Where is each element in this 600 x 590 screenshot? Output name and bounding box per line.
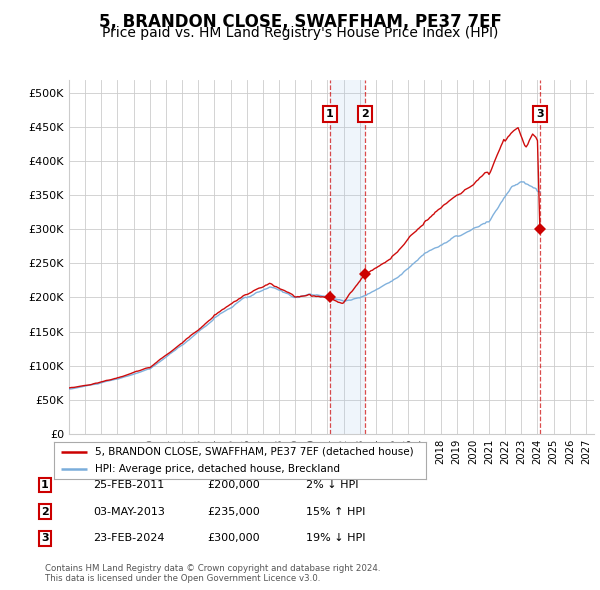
Text: 1: 1 xyxy=(326,109,334,119)
Text: HPI: Average price, detached house, Breckland: HPI: Average price, detached house, Brec… xyxy=(95,464,340,474)
Text: 23-FEB-2024: 23-FEB-2024 xyxy=(93,533,164,543)
Text: 03-MAY-2013: 03-MAY-2013 xyxy=(93,507,165,516)
Text: 5, BRANDON CLOSE, SWAFFHAM, PE37 7EF: 5, BRANDON CLOSE, SWAFFHAM, PE37 7EF xyxy=(98,13,502,31)
Text: Contains HM Land Registry data © Crown copyright and database right 2024.
This d: Contains HM Land Registry data © Crown c… xyxy=(45,563,380,583)
Text: 3: 3 xyxy=(536,109,544,119)
Text: 2: 2 xyxy=(41,507,49,516)
Text: 3: 3 xyxy=(41,533,49,543)
Bar xyxy=(540,80,594,434)
Text: 19% ↓ HPI: 19% ↓ HPI xyxy=(306,533,365,543)
Text: 25-FEB-2011: 25-FEB-2011 xyxy=(93,480,164,490)
Text: 1: 1 xyxy=(41,480,49,490)
Text: £235,000: £235,000 xyxy=(207,507,260,516)
Text: 15% ↑ HPI: 15% ↑ HPI xyxy=(306,507,365,516)
Text: 2: 2 xyxy=(362,109,369,119)
Text: 2% ↓ HPI: 2% ↓ HPI xyxy=(306,480,359,490)
Text: 5, BRANDON CLOSE, SWAFFHAM, PE37 7EF (detached house): 5, BRANDON CLOSE, SWAFFHAM, PE37 7EF (de… xyxy=(95,447,413,457)
Text: Price paid vs. HM Land Registry's House Price Index (HPI): Price paid vs. HM Land Registry's House … xyxy=(102,26,498,40)
Text: £300,000: £300,000 xyxy=(207,533,260,543)
Bar xyxy=(330,80,365,434)
Text: £200,000: £200,000 xyxy=(207,480,260,490)
